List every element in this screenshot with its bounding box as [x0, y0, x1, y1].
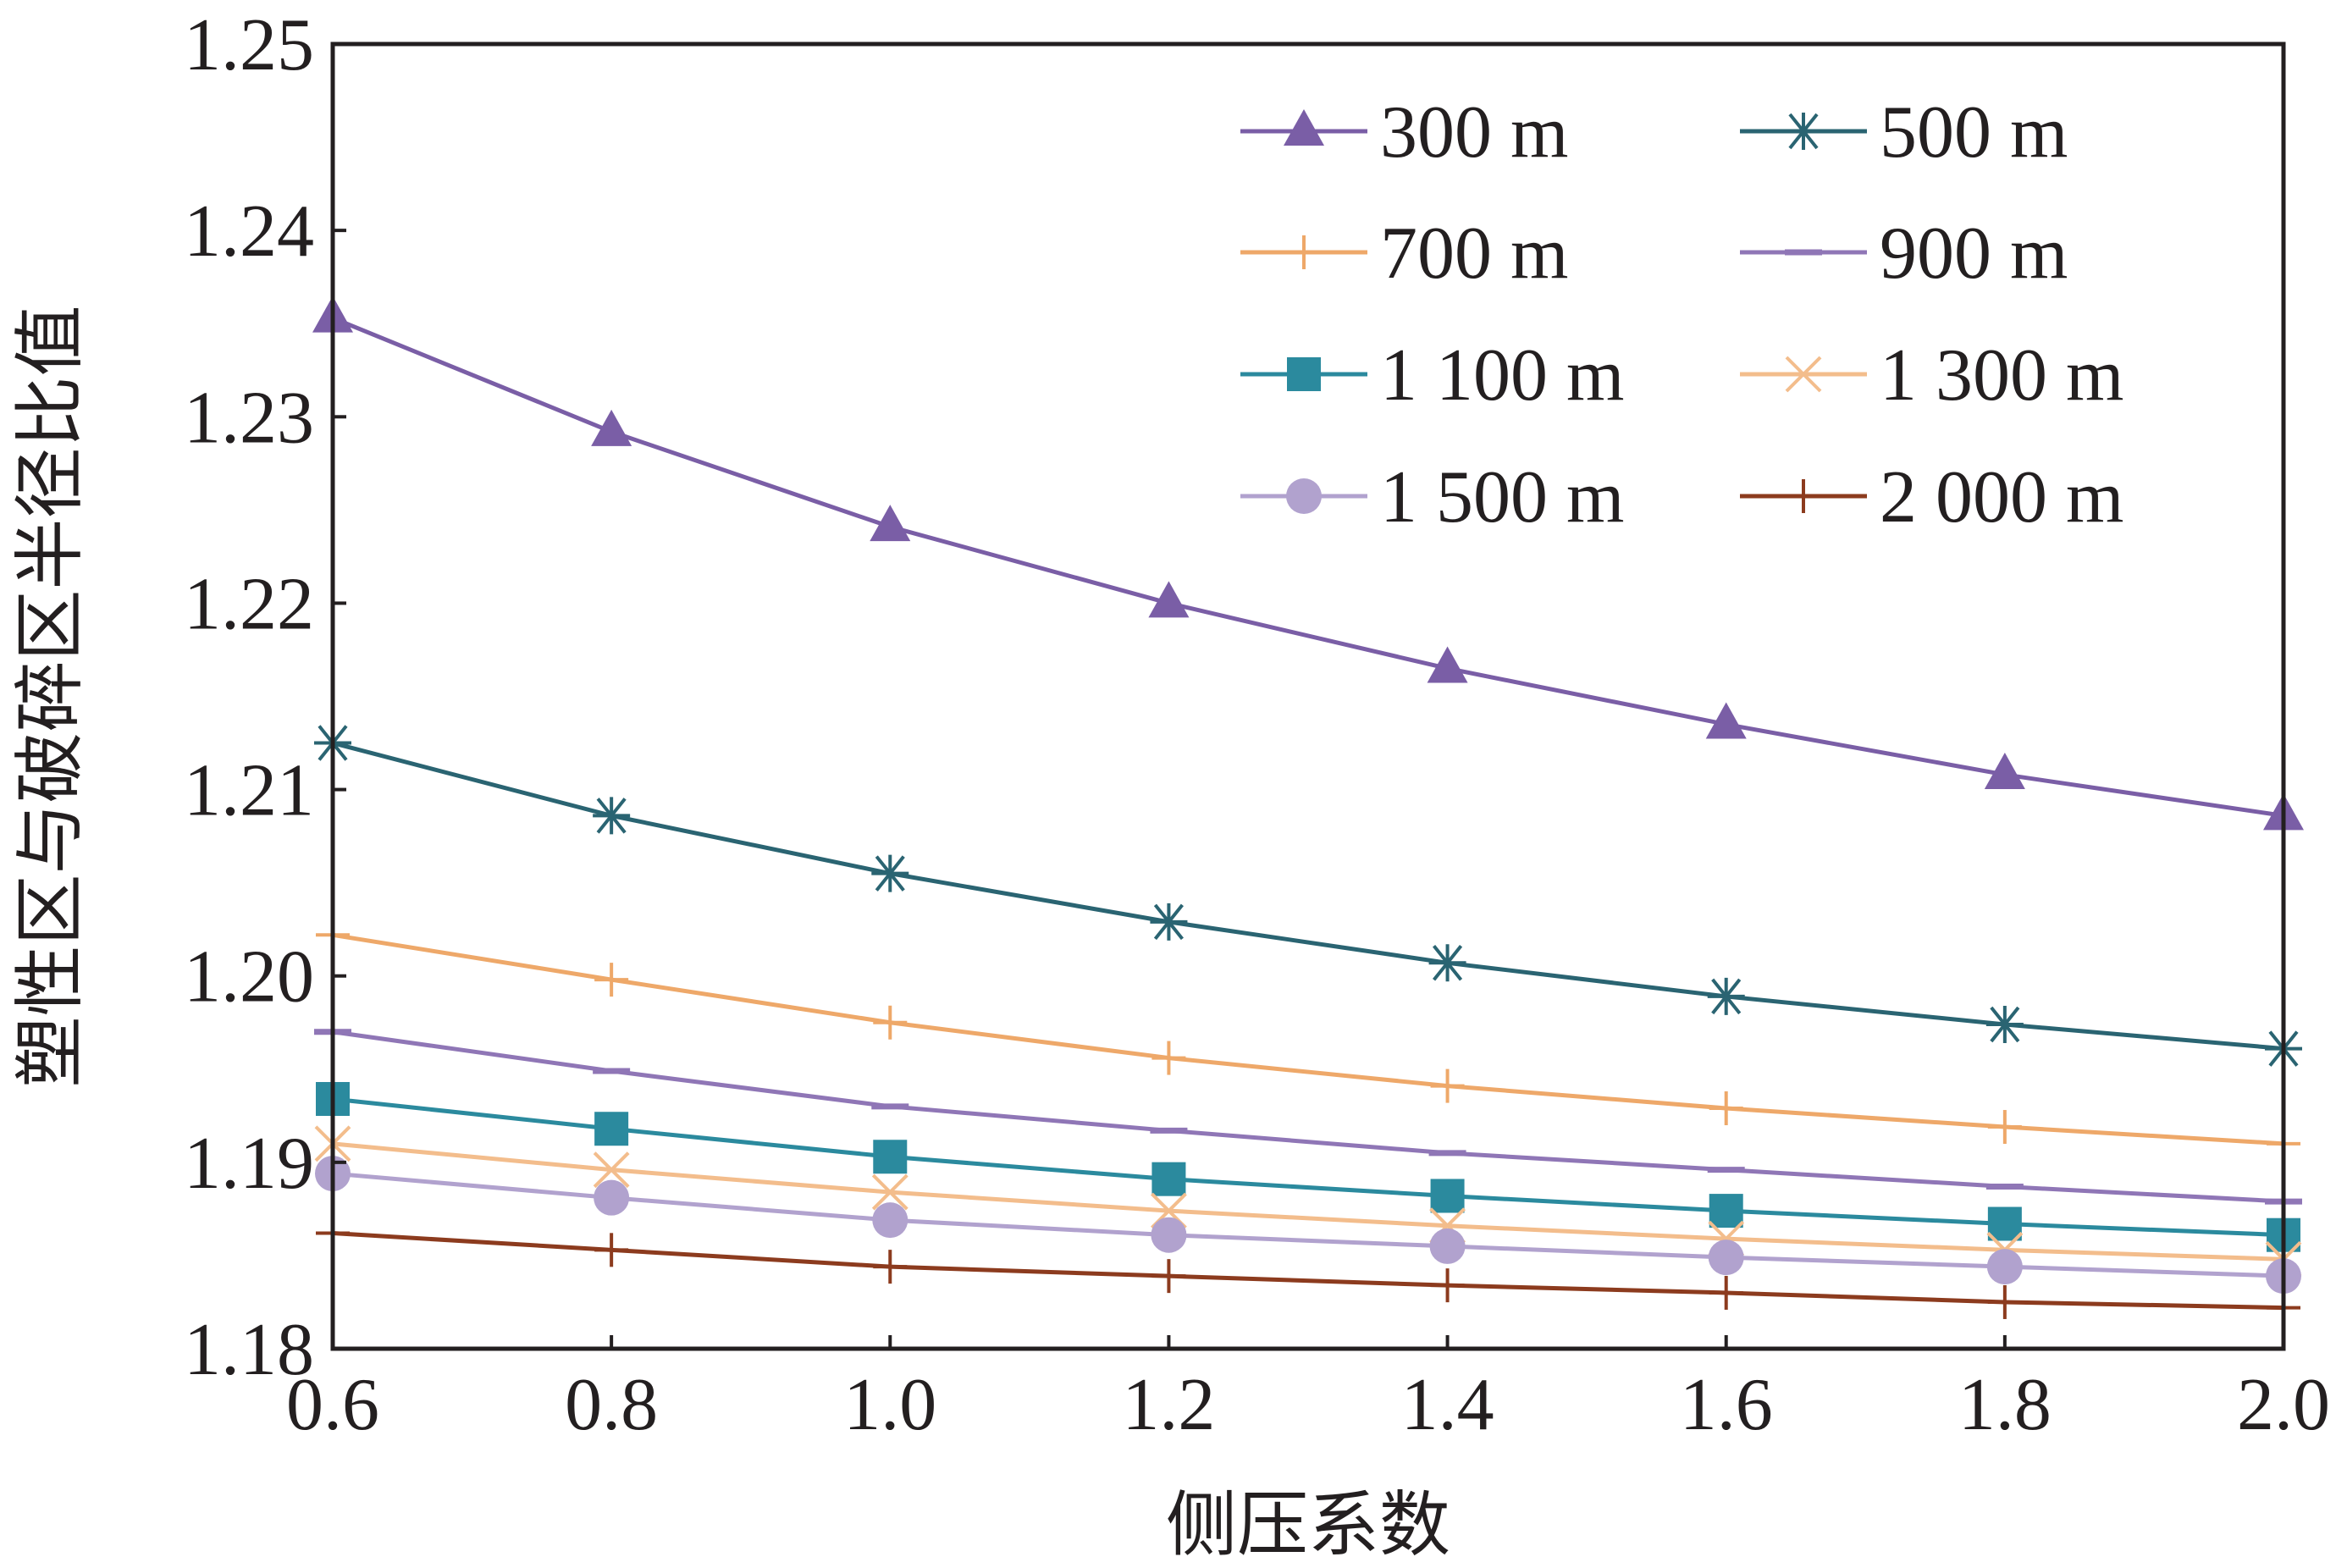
x-tick-label: 0.6	[286, 1364, 379, 1446]
data-point	[1987, 1284, 2022, 1319]
data-point	[1705, 702, 1747, 739]
data-point	[870, 505, 911, 542]
legend-item: 2 000 m	[1740, 456, 2123, 538]
series-line	[332, 1096, 2284, 1238]
legend-item: 900 m	[1740, 213, 2068, 295]
legend-label: 1 500 m	[1380, 456, 1624, 538]
plot-frame	[330, 41, 2286, 1351]
data-point	[593, 1151, 630, 1189]
data-point	[1984, 752, 2025, 789]
data-point	[1151, 1259, 1186, 1294]
legend-item: 1 100 m	[1240, 334, 1624, 417]
legend-label: 500 m	[1880, 91, 2068, 174]
legend-marker	[1287, 357, 1321, 391]
data-point	[1430, 1179, 1465, 1213]
y-tick-label: 1.19	[184, 1123, 314, 1205]
legend-marker	[1787, 479, 1820, 513]
data-point	[1709, 1275, 1743, 1310]
data-point	[1148, 581, 1190, 618]
series-7	[315, 1156, 2301, 1295]
data-point	[1987, 1206, 2022, 1241]
legend-marker	[1785, 356, 1822, 393]
data-point	[1151, 1041, 1186, 1075]
data-point	[591, 409, 632, 446]
data-point	[1427, 646, 1468, 683]
x-axis-title: 侧压系数	[1166, 1483, 1450, 1566]
data-point	[1709, 1194, 1743, 1228]
data-point	[594, 1112, 629, 1146]
legend-item: 1 500 m	[1240, 456, 1624, 538]
y-axis-title: 塑性区与破碎区半径比值	[8, 305, 91, 1087]
y-tick-label: 1.24	[184, 190, 314, 273]
y-tick-label: 1.18	[184, 1309, 314, 1391]
series-line	[332, 932, 2284, 1146]
x-tick-label: 0.8	[565, 1364, 658, 1446]
data-point	[1987, 1110, 2022, 1145]
data-point	[1430, 1268, 1465, 1303]
legend-label: 1 100 m	[1380, 334, 1624, 417]
data-point	[1986, 1249, 2023, 1285]
data-point	[1708, 1239, 1744, 1276]
y-tick-label: 1.21	[184, 750, 314, 832]
x-tick-label: 1.8	[1958, 1364, 2052, 1446]
data-point	[594, 1233, 629, 1267]
data-point	[594, 1179, 630, 1216]
legend-marker	[1287, 235, 1321, 269]
data-point	[593, 797, 631, 835]
y-tick-label: 1.20	[184, 936, 314, 1019]
data-point	[1707, 977, 1745, 1015]
data-point	[594, 963, 629, 997]
data-point	[872, 1202, 908, 1239]
legend-label: 1 300 m	[1880, 334, 2123, 417]
x-tick-label: 1.2	[1122, 1364, 1215, 1446]
legend-item: 500 m	[1740, 91, 2068, 174]
legend-item: 300 m	[1240, 91, 1568, 174]
data-point	[1151, 1162, 1186, 1196]
x-tick-label: 1.0	[843, 1364, 936, 1446]
data-point	[873, 1140, 908, 1174]
series-line	[332, 1171, 2284, 1278]
legend-marker	[1286, 478, 1322, 514]
data-point	[871, 854, 909, 892]
x-tick-label: 1.4	[1401, 1364, 1494, 1446]
data-point	[873, 1250, 908, 1284]
series-line	[332, 1030, 2284, 1204]
series-layer	[312, 295, 2304, 1325]
series-line	[332, 741, 2284, 1052]
y-tick-label: 1.25	[184, 4, 314, 86]
data-point	[871, 1173, 908, 1211]
data-point	[1150, 903, 1188, 941]
data-point	[1430, 1068, 1465, 1103]
data-point	[1428, 944, 1466, 982]
series-line	[332, 316, 2284, 818]
data-point	[1151, 1217, 1187, 1253]
series-line	[332, 1141, 2284, 1262]
legend-marker	[1284, 109, 1324, 146]
x-tick-label: 2.0	[2237, 1364, 2330, 1446]
legend-item: 1 300 m	[1740, 334, 2123, 417]
legend: 300 m 500 m 700 m 900 m 1 100 m 1 300 m 1 500 …	[1240, 91, 2123, 538]
data-point	[1985, 1005, 2024, 1043]
legend-marker	[1785, 113, 1822, 150]
ticks-layer: 1.18 1.19 1.20 1.21 1.22 1.23 1.24 1.25 0.6 0.8 1.…	[184, 4, 2330, 1446]
legend-item: 700 m	[1240, 213, 1568, 295]
data-point	[1709, 1091, 1743, 1126]
y-tick-label: 1.22	[184, 563, 314, 645]
series-line	[332, 1231, 2284, 1311]
data-point	[1429, 1228, 1466, 1264]
x-tick-label: 1.6	[1680, 1364, 1773, 1446]
legend-label: 2 000 m	[1880, 456, 2123, 538]
data-point	[873, 1005, 908, 1040]
legend-label: 700 m	[1380, 213, 1568, 295]
legend-label: 900 m	[1880, 213, 2068, 295]
legend-label: 300 m	[1380, 91, 1568, 174]
y-tick-label: 1.23	[184, 377, 314, 459]
